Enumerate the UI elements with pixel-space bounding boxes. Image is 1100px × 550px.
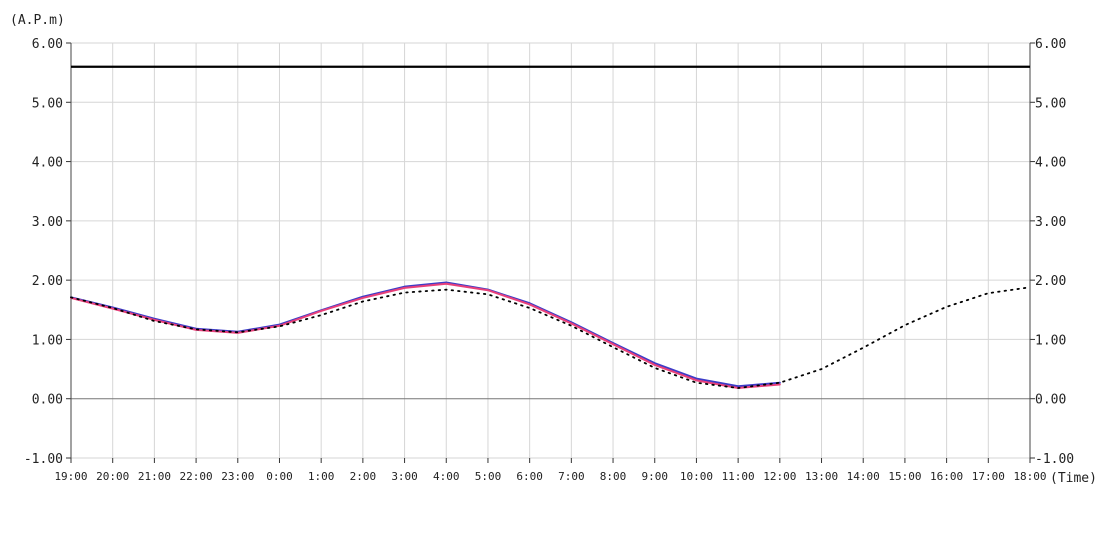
x-tick-label: 5:00 xyxy=(475,470,502,483)
x-tick-label: 19:00 xyxy=(54,470,87,483)
axes xyxy=(66,42,1035,463)
y-tick-label-left: 1.00 xyxy=(32,333,63,348)
y-unit-label: (A.P.m) xyxy=(10,13,65,28)
y-tick-label-left: 2.00 xyxy=(32,274,63,289)
x-tick-label: 6:00 xyxy=(516,470,543,483)
x-tick-label: 13:00 xyxy=(805,470,838,483)
y-tick-label-left: 6.00 xyxy=(32,37,63,52)
x-tick-label: 11:00 xyxy=(722,470,755,483)
series-line-3 xyxy=(70,286,1031,389)
y-tick-label-left: 0.00 xyxy=(32,393,63,408)
x-tick-label: 8:00 xyxy=(600,470,627,483)
y-tick-label-right: 5.00 xyxy=(1035,96,1066,111)
x-tick-label: 0:00 xyxy=(266,470,293,483)
series-line-2 xyxy=(70,282,781,390)
tick-labels: -1.00 -1.00 0.00 0.00 1.00 1.00 2.00 2.00 3.00 3.… xyxy=(24,37,1074,483)
x-tick-label: 2:00 xyxy=(350,470,377,483)
x-tick-label: 21:00 xyxy=(138,470,171,483)
x-tick-label: 1:00 xyxy=(308,470,335,483)
y-tick-label-right: 4.00 xyxy=(1035,156,1066,171)
x-tick-label: 7:00 xyxy=(558,470,585,483)
y-tick-label-right: 3.00 xyxy=(1035,215,1066,230)
y-tick-label-left: -1.00 xyxy=(24,452,63,467)
x-tick-label: 22:00 xyxy=(180,470,213,483)
x-tick-label: 4:00 xyxy=(433,470,460,483)
x-tick-label: 18:00 xyxy=(1013,470,1046,483)
x-tick-label: 12:00 xyxy=(763,470,796,483)
y-tick-label-left: 3.00 xyxy=(32,215,63,230)
x-tick-label: 10:00 xyxy=(680,470,713,483)
x-tick-label: 15:00 xyxy=(888,470,921,483)
series-line-1 xyxy=(70,281,781,388)
y-tick-label-left: 4.00 xyxy=(32,156,63,171)
x-tick-label: 3:00 xyxy=(391,470,418,483)
x-unit-label: (Time) xyxy=(1050,471,1097,486)
x-tick-label: 23:00 xyxy=(221,470,254,483)
y-tick-label-right: 1.00 xyxy=(1035,333,1066,348)
y-tick-label-right: 0.00 xyxy=(1035,393,1066,408)
x-tick-label: 9:00 xyxy=(641,470,668,483)
x-tick-label: 14:00 xyxy=(847,470,880,483)
x-tick-label: 16:00 xyxy=(930,470,963,483)
x-tick-label: 17:00 xyxy=(972,470,1005,483)
series xyxy=(70,65,1031,390)
y-tick-label-right: -1.00 xyxy=(1035,452,1074,467)
x-tick-label: 20:00 xyxy=(96,470,129,483)
y-tick-label-right: 2.00 xyxy=(1035,274,1066,289)
y-tick-label-right: 6.00 xyxy=(1035,37,1066,52)
grid xyxy=(70,42,1031,459)
y-tick-label-left: 5.00 xyxy=(32,96,63,111)
